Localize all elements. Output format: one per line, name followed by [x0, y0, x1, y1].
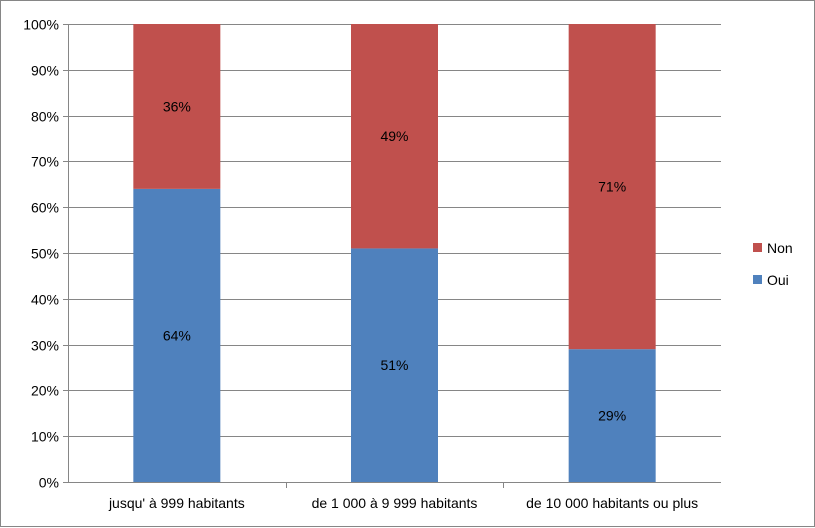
bar-non-1 — [133, 24, 221, 189]
y-tick-label: 50% — [31, 246, 59, 262]
legend-label-oui: Oui — [767, 272, 789, 288]
x-category-label: jusqu' à 999 habitants — [108, 495, 245, 511]
data-label: 64% — [163, 327, 191, 343]
x-axis-categories: jusqu' à 999 habitants de 1 000 à 9 999 h… — [108, 495, 698, 511]
data-label: 29% — [598, 408, 626, 424]
x-category-label: de 10 000 habitants ou plus — [526, 495, 698, 511]
y-tick-label: 20% — [31, 383, 59, 399]
data-label: 71% — [598, 179, 626, 195]
bar-oui-3 — [568, 349, 656, 482]
y-tick-label: 100% — [23, 17, 59, 33]
y-axis-ticks: 0% 10% 20% 30% 40% 50% 60% 70% 80% 90% 100% — [23, 17, 68, 491]
y-tick-label: 60% — [31, 200, 59, 216]
data-label: 49% — [380, 128, 408, 144]
y-tick-label: 40% — [31, 292, 59, 308]
y-tick-label: 30% — [31, 338, 59, 354]
y-tick-label: 10% — [31, 429, 59, 445]
y-tick-label: 70% — [31, 154, 59, 170]
legend: Non Oui — [753, 240, 793, 288]
bar-non-3 — [568, 24, 656, 350]
y-tick-label: 80% — [31, 109, 59, 125]
bar-non-2 — [351, 24, 438, 249]
data-label: 51% — [380, 357, 408, 373]
axes — [68, 24, 721, 488]
legend-swatch-oui — [753, 275, 762, 284]
bar-oui-1 — [133, 188, 221, 482]
legend-label-non: Non — [767, 240, 793, 256]
x-category-label: de 1 000 à 9 999 habitants — [312, 495, 478, 511]
bars — [133, 24, 656, 482]
y-tick-label: 90% — [31, 63, 59, 79]
data-labels: 64% 36% 51% 49% 29% 71% — [163, 98, 626, 423]
y-tick-label: 0% — [39, 475, 59, 491]
legend-swatch-non — [753, 243, 762, 252]
bar-oui-2 — [351, 248, 438, 482]
data-label: 36% — [163, 98, 191, 114]
